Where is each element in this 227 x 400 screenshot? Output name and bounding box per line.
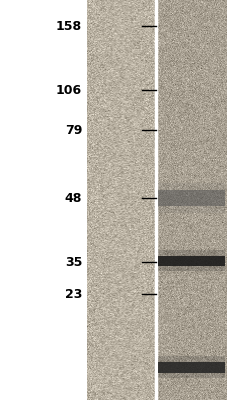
- Text: 35: 35: [64, 256, 82, 268]
- Text: 158: 158: [56, 20, 82, 32]
- Text: 106: 106: [56, 84, 82, 96]
- Text: 79: 79: [64, 124, 82, 136]
- FancyBboxPatch shape: [158, 256, 224, 266]
- FancyBboxPatch shape: [158, 190, 224, 206]
- FancyBboxPatch shape: [158, 356, 224, 378]
- FancyBboxPatch shape: [158, 250, 224, 271]
- Text: 23: 23: [64, 288, 82, 300]
- FancyBboxPatch shape: [158, 183, 224, 213]
- FancyBboxPatch shape: [158, 362, 224, 373]
- Text: 48: 48: [64, 192, 82, 204]
